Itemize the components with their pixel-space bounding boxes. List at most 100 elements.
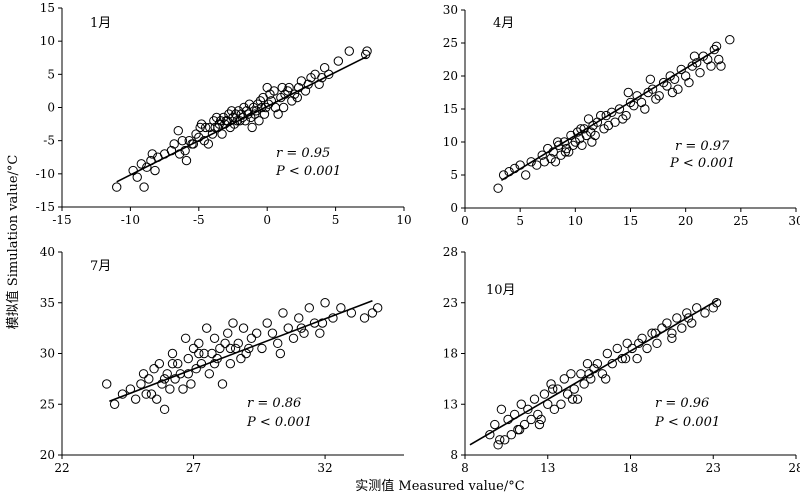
data-point [560, 147, 571, 157]
data-point [700, 308, 710, 318]
data-point [173, 126, 183, 136]
data-point [299, 328, 309, 338]
data-point [233, 338, 243, 349]
data-point [251, 106, 261, 116]
data-point [112, 182, 122, 192]
data-point [180, 333, 191, 343]
data-point [536, 414, 546, 425]
data-point [238, 323, 249, 333]
data-point [567, 394, 578, 404]
data-point [539, 389, 550, 399]
data-point [709, 44, 720, 55]
r-value: r = 0.97 [675, 139, 730, 154]
panel-title: 7月 [90, 259, 111, 274]
data-point [109, 399, 120, 409]
y-tick-label: -10 [36, 167, 55, 181]
data-point [677, 323, 687, 333]
data-point [194, 348, 204, 359]
data-point [576, 369, 586, 379]
x-axis-title: 实测值 Measured value/°C [355, 478, 524, 494]
data-point [144, 374, 154, 384]
data-point [241, 348, 251, 359]
x-tick-label: 10 [568, 214, 583, 228]
data-point [706, 61, 716, 71]
data-point [139, 182, 149, 192]
data-point [150, 165, 160, 176]
data-point [716, 61, 726, 71]
data-point [194, 338, 204, 349]
data-point [136, 159, 147, 169]
data-point [642, 343, 652, 354]
data-point [152, 394, 162, 404]
data-point [529, 394, 540, 404]
data-point [273, 109, 283, 119]
data-point [246, 333, 257, 343]
data-point [261, 102, 271, 113]
data-point [255, 96, 266, 106]
y-tick-label: 28 [443, 245, 458, 259]
regression-line [469, 299, 719, 446]
data-point [174, 149, 185, 159]
p-value: P < 0.001 [275, 164, 341, 179]
data-point [314, 79, 324, 89]
data-point [711, 41, 722, 51]
data-point [601, 110, 611, 121]
data-point [569, 384, 579, 394]
data-point [181, 155, 192, 166]
y-tick-label: 13 [443, 397, 458, 411]
x-tick-label: 32 [317, 461, 332, 475]
data-point [490, 419, 500, 430]
data-point [157, 379, 167, 389]
data-point [207, 348, 217, 359]
data-point [170, 374, 180, 384]
data-point [117, 389, 128, 399]
data-point [178, 384, 188, 394]
data-point [627, 343, 637, 354]
data-point [154, 358, 165, 369]
panel-april: 4月 r = 0.97 P < 0.001 0 5 10 15 20 25 30 0 5 10 15… [443, 3, 800, 228]
data-point [367, 308, 378, 318]
data-point [292, 92, 302, 103]
data-point [240, 116, 251, 126]
data-point [225, 358, 236, 369]
data-point [130, 394, 141, 404]
data-point [284, 82, 294, 93]
data-point [191, 364, 201, 374]
data-point [577, 140, 587, 151]
data-point [359, 313, 370, 323]
data-point [328, 313, 338, 323]
data-point [215, 343, 225, 354]
data-point [610, 117, 620, 127]
data-point [634, 338, 644, 349]
panel-january: 1月 r = 0.95 P < 0.001 -15 -10 -5 0 5 10 -15 -10… [36, 1, 412, 227]
data-point [651, 94, 661, 104]
data-point [183, 369, 193, 379]
data-point [667, 333, 677, 343]
data-point [209, 358, 220, 369]
data-point [579, 379, 589, 389]
x-tick-label: 18 [623, 461, 638, 475]
panel-title: 4月 [493, 16, 514, 31]
data-point [309, 318, 320, 328]
data-point [147, 149, 157, 159]
data-point [273, 338, 283, 349]
data-point [682, 308, 692, 318]
x-tick-label: 13 [540, 461, 555, 475]
p-value: P < 0.001 [654, 415, 720, 430]
panel-october: 10月 r = 0.96 P < 0.001 8 13 18 23 28 8 13 18 23 2… [443, 245, 800, 475]
data-point [498, 170, 509, 180]
data-point [146, 389, 157, 399]
x-tick-label: 8 [461, 461, 469, 475]
data-point [622, 338, 632, 349]
r-value: r = 0.96 [655, 396, 709, 411]
data-point [199, 348, 209, 359]
data-point [572, 394, 583, 404]
data-point [200, 122, 211, 133]
x-tick-label: 5 [332, 213, 340, 227]
y-tick-label: 10 [443, 135, 458, 149]
data-point [687, 318, 697, 328]
data-point [319, 62, 330, 73]
data-point [159, 404, 170, 415]
data-point [669, 74, 680, 85]
data-point [582, 358, 593, 369]
